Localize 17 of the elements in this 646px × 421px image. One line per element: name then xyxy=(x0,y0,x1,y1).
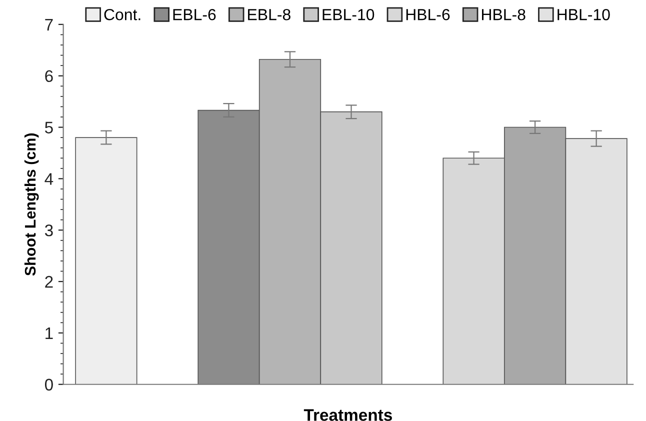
y-tick-label: 6 xyxy=(45,70,53,82)
y-tick-label: 0 xyxy=(44,378,53,391)
y-tick-label: 2 xyxy=(45,276,53,288)
y-tick-label: 5 xyxy=(44,122,53,134)
y-tick-label: 1 xyxy=(46,328,53,339)
y-tick-label: 4 xyxy=(44,173,54,185)
legend-label: EBL-8 xyxy=(248,8,290,20)
x-axis-title: Treatments xyxy=(304,409,392,421)
legend-label: EBL-6 xyxy=(173,8,216,20)
legend-label: HBL-6 xyxy=(406,8,450,20)
legend-label: HBL-8 xyxy=(482,8,526,20)
legend-label: Cont. xyxy=(104,8,140,20)
legend-label: HBL-10 xyxy=(558,8,610,20)
y-tick-label: 3 xyxy=(44,224,53,236)
y-tick-label: 7 xyxy=(45,18,53,30)
y-axis-title: Shoot Lengths (cm) xyxy=(24,133,39,276)
legend-label: EBL-10 xyxy=(322,8,374,20)
